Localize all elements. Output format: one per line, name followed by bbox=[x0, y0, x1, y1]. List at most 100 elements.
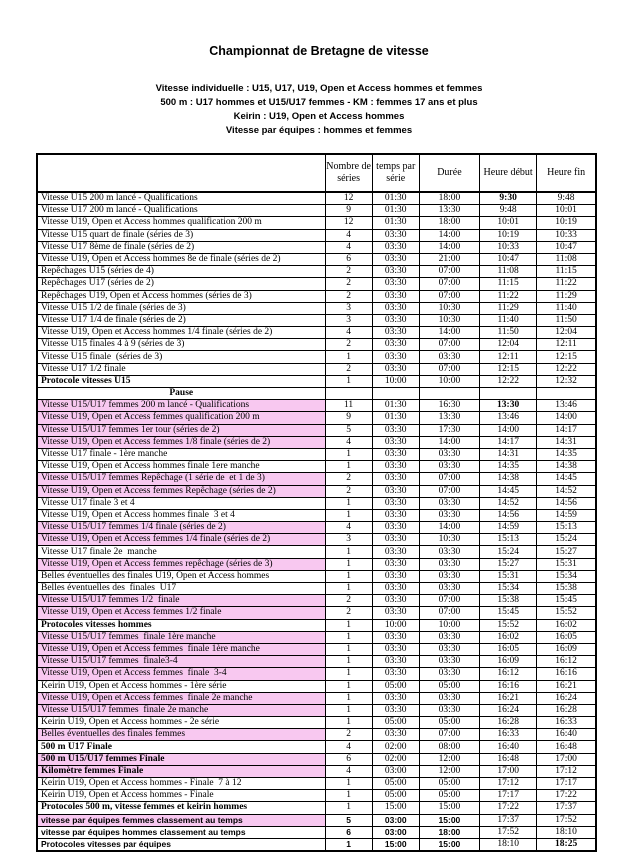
start-time-cell: 10:19 bbox=[479, 228, 538, 242]
time-per-series-cell: 03:30 bbox=[371, 313, 420, 328]
time-per-series-cell: 03:00 bbox=[371, 825, 420, 839]
duration-cell bbox=[418, 386, 481, 401]
start-time-cell: 14:59 bbox=[479, 521, 538, 535]
duration-cell: 05:00 bbox=[418, 789, 481, 803]
series-count-cell: 4 bbox=[324, 435, 373, 449]
start-time-cell: 13:46 bbox=[479, 411, 538, 425]
time-per-series-cell: 03:30 bbox=[371, 630, 420, 644]
time-per-series-cell: 03:30 bbox=[371, 447, 420, 462]
series-count-cell: 6 bbox=[324, 752, 373, 766]
event-label-cell: Repêchages U15 (séries de 4) bbox=[36, 265, 326, 279]
end-time-cell: 14:59 bbox=[536, 508, 597, 523]
series-count-cell: 1 bbox=[324, 679, 373, 693]
end-time-cell: 11:29 bbox=[536, 289, 597, 303]
start-time-cell: 16:28 bbox=[479, 716, 538, 730]
end-time-cell: 15:45 bbox=[536, 594, 597, 608]
end-time-cell: 12:04 bbox=[536, 326, 597, 340]
event-label-cell: Vitesse U15/U17 femmes 1er tour (séries … bbox=[36, 423, 326, 437]
series-count-cell: 1 bbox=[324, 618, 373, 632]
time-per-series-cell: 01:30 bbox=[371, 399, 420, 413]
time-per-series-cell: 05:00 bbox=[371, 776, 420, 791]
series-count-cell: 2 bbox=[324, 484, 373, 498]
time-per-series-cell: 03:30 bbox=[371, 252, 420, 267]
table-row: Vitesse U19, Open et Access femmes Repêc… bbox=[36, 484, 597, 498]
duration-cell: 14:00 bbox=[418, 326, 481, 340]
table-row: Vitesse U19, Open et Access femmes 1/4 f… bbox=[36, 533, 597, 547]
start-time-cell: 12:15 bbox=[479, 362, 538, 376]
end-time-cell: 15:34 bbox=[536, 569, 597, 584]
series-count-cell: 2 bbox=[324, 362, 373, 376]
end-time-cell: 14:35 bbox=[536, 447, 597, 462]
time-per-series-cell: 05:00 bbox=[371, 789, 420, 803]
table-row: Protocole vitesses U15 1 10:00 10:00 12:22 12… bbox=[36, 374, 597, 389]
table-row: Vitesse U19, Open et Access femmes 1/8 f… bbox=[36, 435, 597, 449]
series-count-cell: 1 bbox=[324, 655, 373, 669]
start-time-cell: 15:24 bbox=[479, 545, 538, 559]
time-per-series-cell: 03:30 bbox=[371, 472, 420, 486]
event-label-cell: Vitesse U17 finale - 1ère manche bbox=[36, 447, 326, 462]
table-row: Vitesse U15/U17 femmes 1/2 finale 2 03:30 0… bbox=[36, 594, 597, 608]
header-time-per-series: temps par série bbox=[371, 153, 420, 193]
table-row: Keirin U19, Open et Access hommes - Fina… bbox=[36, 789, 597, 803]
time-per-series-cell: 03:30 bbox=[371, 350, 420, 364]
start-time-cell: 15:45 bbox=[479, 606, 538, 620]
duration-cell: 15:00 bbox=[418, 801, 481, 815]
duration-cell: 05:00 bbox=[418, 776, 481, 791]
end-time-cell: 9:48 bbox=[536, 191, 597, 206]
series-count-cell: 1 bbox=[324, 837, 373, 852]
start-time-cell: 16:12 bbox=[479, 667, 538, 681]
series-count-cell: 1 bbox=[324, 569, 373, 584]
duration-cell: 12:00 bbox=[418, 764, 481, 779]
time-per-series-cell: 01:30 bbox=[371, 204, 420, 218]
end-time-cell: 16:40 bbox=[536, 728, 597, 742]
end-time-cell: 17:37 bbox=[536, 801, 597, 815]
end-time-cell: 16:02 bbox=[536, 618, 597, 632]
start-time-cell: 14:38 bbox=[479, 472, 538, 486]
series-count-cell: 1 bbox=[324, 630, 373, 644]
event-label-cell: vitesse par équipes femmes classement au… bbox=[36, 813, 326, 827]
table-row: vitesse par équipes hommes classement au… bbox=[36, 825, 597, 839]
duration-cell: 03:30 bbox=[418, 508, 481, 523]
time-per-series-cell: 03:30 bbox=[371, 606, 420, 620]
time-per-series-cell: 01:30 bbox=[371, 411, 420, 425]
event-label-cell: Vitesse U19, Open et Access femmes 1/4 f… bbox=[36, 533, 326, 547]
series-count-cell: 1 bbox=[324, 508, 373, 523]
event-label-cell: Kilomètre femmes Finale bbox=[36, 764, 326, 779]
series-count-cell: 2 bbox=[324, 472, 373, 486]
time-per-series-cell: 03:30 bbox=[371, 338, 420, 352]
end-time-cell: 12:32 bbox=[536, 374, 597, 389]
time-per-series-cell: 02:00 bbox=[371, 752, 420, 766]
start-time-cell: 11:15 bbox=[479, 277, 538, 291]
table-row: Vitesse U19, Open et Access hommes quali… bbox=[36, 216, 597, 230]
table-row: Vitesse U15 200 m lancé - Qualifications… bbox=[36, 191, 597, 206]
duration-cell: 03:30 bbox=[418, 350, 481, 364]
event-label-cell: Protocoles vitesses par équipes bbox=[36, 837, 326, 852]
end-time-cell: 17:22 bbox=[536, 789, 597, 803]
time-per-series-cell: 03:00 bbox=[371, 764, 420, 779]
table-row: Vitesse U19, Open et Access femmes repêc… bbox=[36, 557, 597, 571]
duration-cell: 07:00 bbox=[418, 594, 481, 608]
event-label-cell: Vitesse U17 finale 3 et 4 bbox=[36, 496, 326, 510]
end-time-cell: 15:24 bbox=[536, 533, 597, 547]
event-label-cell: Vitesse U19, Open et Access hommes 8e de… bbox=[36, 252, 326, 267]
time-per-series-cell: 03:30 bbox=[371, 594, 420, 608]
event-label-cell: Protocole vitesses U15 bbox=[36, 374, 326, 389]
table-row: Vitesse U15 1/2 de finale (séries de 3) 3… bbox=[36, 301, 597, 315]
time-per-series-cell: 02:00 bbox=[371, 740, 420, 754]
duration-cell: 14:00 bbox=[418, 228, 481, 242]
event-label-cell: Vitesse U19, Open et Access femmes final… bbox=[36, 667, 326, 681]
header-event bbox=[36, 153, 326, 193]
event-label-cell: Vitesse U15 200 m lancé - Qualifications bbox=[36, 191, 326, 206]
end-time-cell bbox=[536, 386, 597, 401]
start-time-cell: 17:22 bbox=[479, 801, 538, 815]
table-row: Vitesse U17 finale 3 et 4 1 03:30 03:30 14:5… bbox=[36, 496, 597, 510]
start-time-cell: 14:56 bbox=[479, 508, 538, 523]
event-label-cell: Vitesse U19, Open et Access femmes final… bbox=[36, 691, 326, 705]
duration-cell: 03:30 bbox=[418, 642, 481, 657]
series-count-cell: 1 bbox=[324, 642, 373, 657]
start-time-cell: 15:38 bbox=[479, 594, 538, 608]
table-header: Nombre de séries temps par série Durée H… bbox=[36, 153, 597, 193]
table-row: Vitesse U15/U17 femmes 1/4 finale (série… bbox=[36, 521, 597, 535]
series-count-cell: 1 bbox=[324, 801, 373, 815]
table-row: Keirin U19, Open et Access hommes - 1ère… bbox=[36, 679, 597, 693]
